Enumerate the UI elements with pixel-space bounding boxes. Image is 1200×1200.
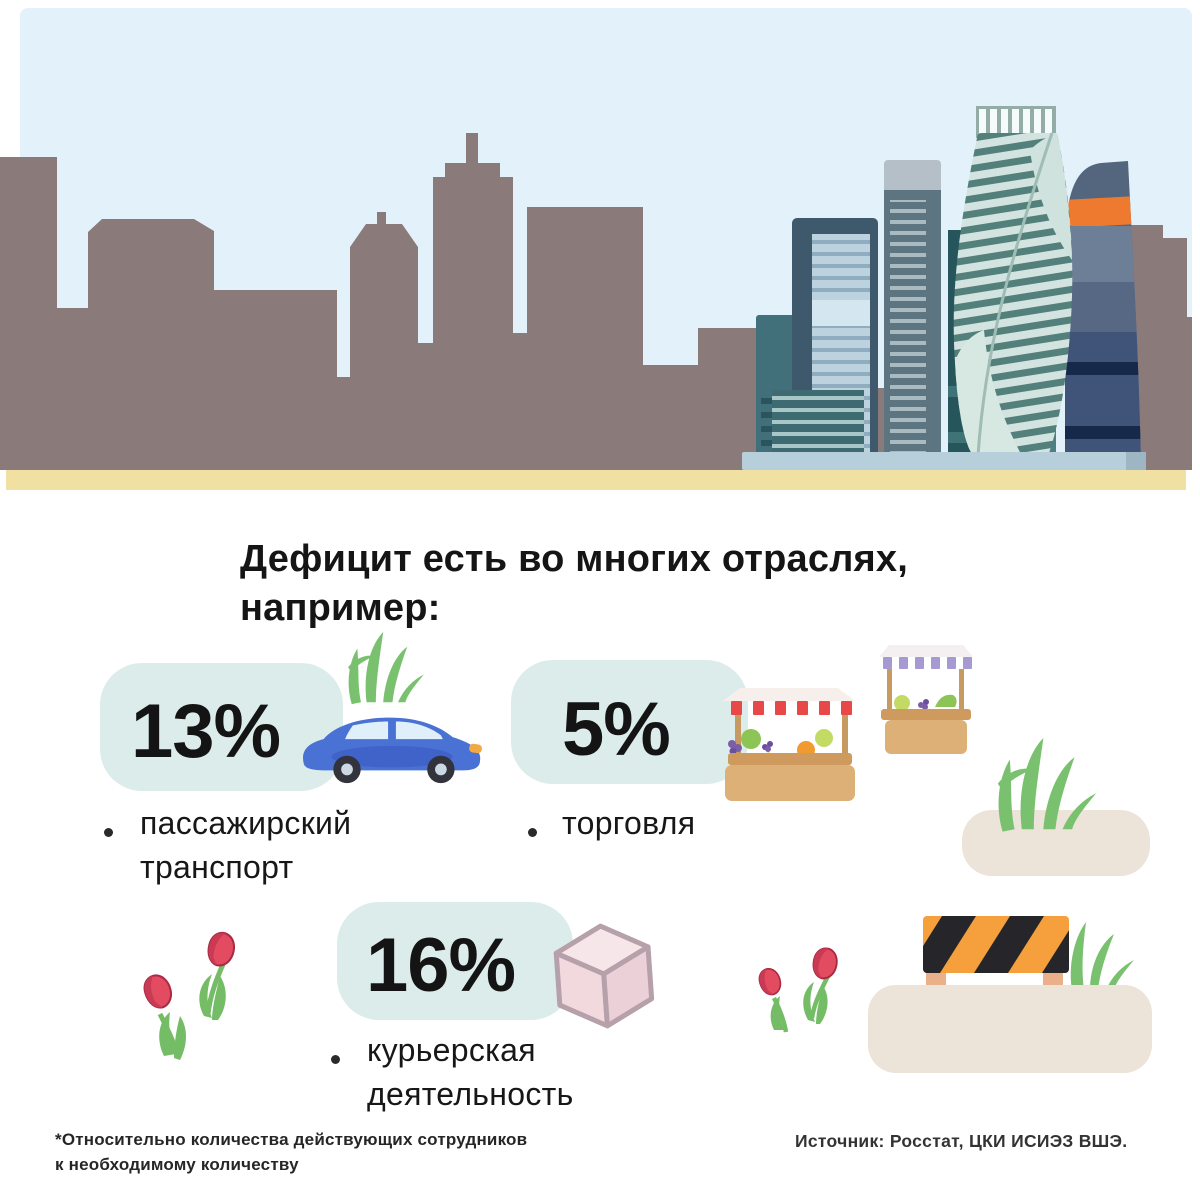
bullet-icon xyxy=(331,1055,340,1064)
stat-chip-courier xyxy=(337,902,573,1020)
moscow-city-towers xyxy=(742,106,1146,470)
stat-label-transport: пассажирский транспорт xyxy=(140,801,351,889)
mercury-tower xyxy=(1065,161,1141,468)
stat-label-line: торговля xyxy=(562,805,696,841)
twisted-tower xyxy=(953,106,1073,457)
grass-tuft-icon xyxy=(348,632,424,705)
stat-label-courier: курьерская деятельность xyxy=(367,1028,574,1116)
stat-label-line: курьерская xyxy=(367,1032,536,1068)
stat-label-line: пассажирский xyxy=(140,805,352,841)
stat-label-trade: торговля xyxy=(562,801,695,845)
construction-barrier-icon xyxy=(868,916,1152,1073)
title-line-2: например: xyxy=(240,587,441,629)
market-stall-icon xyxy=(723,688,855,801)
footnote: *Относительно количества действующих сот… xyxy=(55,1127,527,1177)
bullet-icon xyxy=(104,828,113,837)
tulips-icon xyxy=(758,947,838,1033)
city-silhouette xyxy=(0,133,1192,470)
stat-chip-trade xyxy=(511,660,748,784)
footnote-line-1: *Относительно количества действующих сот… xyxy=(55,1130,528,1149)
stat-value-trade: 5% xyxy=(562,687,671,772)
stat-label-line: деятельность xyxy=(367,1076,574,1112)
city-skyline-illustration xyxy=(0,8,1192,490)
grass-tuft-icon xyxy=(997,738,1097,832)
bullet-icon xyxy=(528,828,537,837)
tulips-icon xyxy=(143,931,236,1060)
footnote-line-2: к необходимому количеству xyxy=(55,1155,299,1174)
source-caption: Источник: Росстат, ЦКИ ИСИЭЗ ВШЭ. xyxy=(795,1131,1128,1151)
title-line-1: Дефицит есть во многих отраслях, xyxy=(240,538,909,580)
ground-strip xyxy=(6,470,1186,490)
stat-value-courier: 16% xyxy=(366,923,516,1008)
page-title: Дефицит есть во многих отраслях, наприме… xyxy=(240,535,908,633)
stat-label-line: транспорт xyxy=(140,849,294,885)
stat-chip-transport xyxy=(100,663,343,791)
parcel-box-icon xyxy=(553,923,655,1029)
market-stall-small-icon xyxy=(879,645,973,754)
stat-value-transport: 13% xyxy=(131,689,281,774)
car-icon xyxy=(303,717,482,784)
